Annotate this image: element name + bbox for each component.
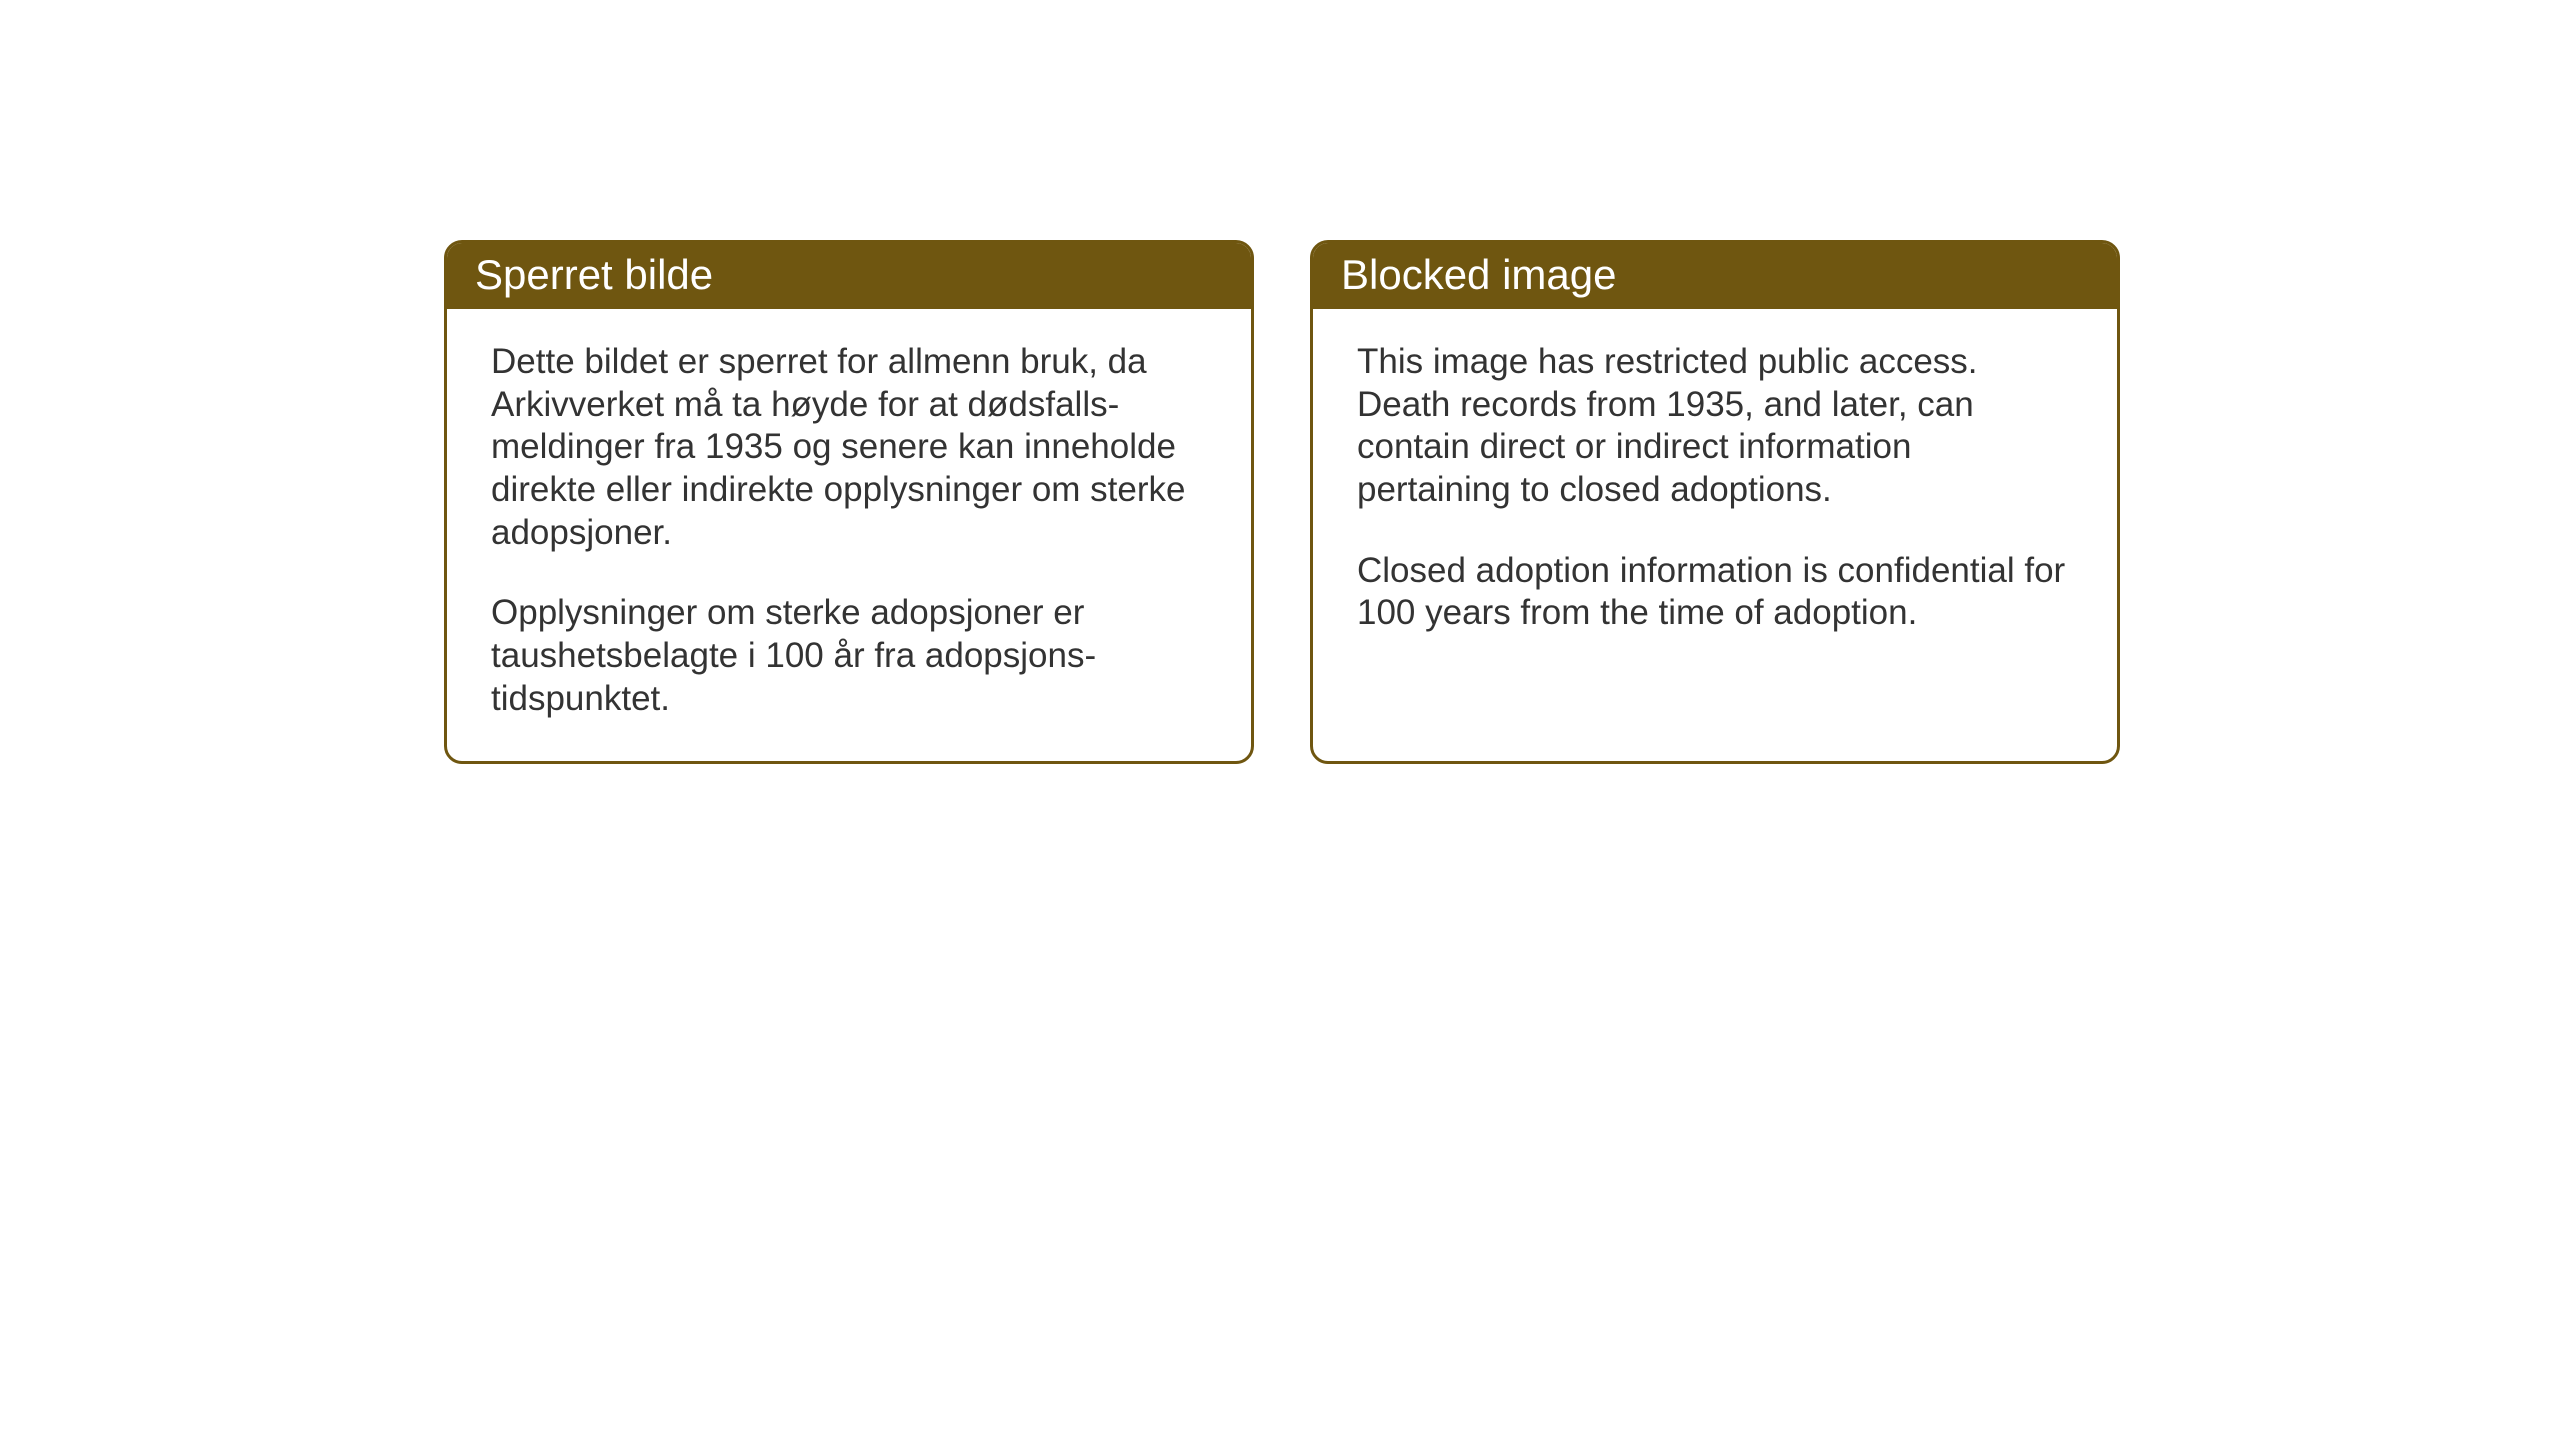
card-paragraph-english-2: Closed adoption information is confident…: [1357, 550, 2073, 635]
card-paragraph-norwegian-1: Dette bildet er sperret for allmenn bruk…: [491, 341, 1207, 554]
card-header-norwegian: Sperret bilde: [447, 243, 1251, 309]
card-body-english: This image has restricted public access.…: [1313, 309, 2117, 675]
card-body-norwegian: Dette bildet er sperret for allmenn bruk…: [447, 309, 1251, 761]
card-paragraph-english-1: This image has restricted public access.…: [1357, 341, 2073, 512]
notice-card-norwegian: Sperret bilde Dette bildet er sperret fo…: [444, 240, 1254, 764]
card-header-english: Blocked image: [1313, 243, 2117, 309]
notice-card-english: Blocked image This image has restricted …: [1310, 240, 2120, 764]
card-paragraph-norwegian-2: Opplysninger om sterke adopsjoner er tau…: [491, 592, 1207, 720]
notice-cards-container: Sperret bilde Dette bildet er sperret fo…: [444, 240, 2120, 764]
